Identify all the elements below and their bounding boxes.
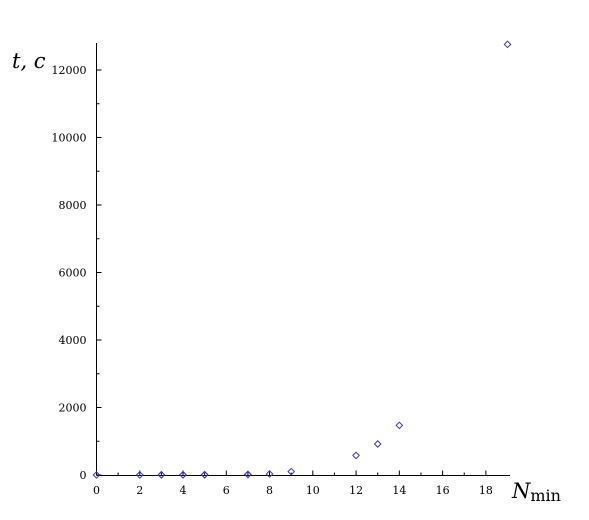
x-tick-label: 18 bbox=[479, 484, 493, 497]
x-axis-title-main: N bbox=[511, 479, 531, 503]
x-tick-label: 14 bbox=[392, 484, 406, 497]
y-tick-label: 10000 bbox=[52, 132, 87, 145]
data-point bbox=[503, 40, 512, 49]
y-tick-label: 0 bbox=[80, 469, 87, 482]
x-axis-title: Nmin bbox=[511, 479, 561, 505]
data-point bbox=[200, 470, 209, 479]
x-axis-title-sub: min bbox=[530, 486, 561, 505]
x-tick-label: 0 bbox=[93, 484, 100, 497]
data-point bbox=[287, 467, 296, 476]
y-ticks: 0 2000 4000 6000 8000 10000 12000 bbox=[52, 64, 102, 482]
data-point bbox=[92, 471, 101, 479]
data-point bbox=[244, 470, 252, 479]
x-tick-label: 8 bbox=[266, 484, 273, 497]
data-point bbox=[157, 470, 166, 479]
y-tick-label: 8000 bbox=[59, 199, 87, 212]
data-point bbox=[395, 421, 404, 430]
x-tick-label: 4 bbox=[180, 484, 187, 497]
y-tick-label: 2000 bbox=[59, 402, 87, 415]
x-tick-label: 2 bbox=[136, 484, 143, 497]
data-point bbox=[373, 440, 382, 448]
y-tick-label: 6000 bbox=[59, 267, 87, 280]
data-point bbox=[179, 470, 187, 479]
x-tick-label: 6 bbox=[223, 484, 230, 497]
axes bbox=[96, 43, 510, 476]
y-tick-label: 4000 bbox=[59, 334, 87, 347]
x-tick-label: 16 bbox=[436, 484, 450, 497]
x-ticks: 0 2 4 6 8 10 12 14 16 18 bbox=[93, 470, 493, 497]
x-tick-label: 12 bbox=[349, 484, 363, 497]
data-point bbox=[352, 451, 360, 460]
x-tick-label: 10 bbox=[306, 484, 320, 497]
data-points bbox=[92, 40, 512, 479]
y-tick-label: 12000 bbox=[52, 64, 87, 77]
data-point bbox=[265, 470, 274, 478]
data-point bbox=[135, 471, 144, 479]
y-axis-title: t, c bbox=[12, 49, 46, 73]
